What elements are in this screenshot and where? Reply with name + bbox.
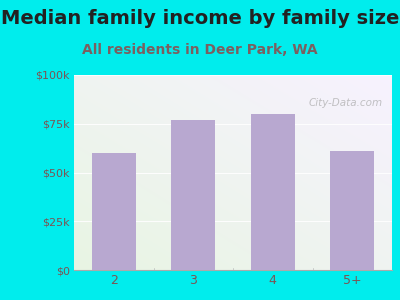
Bar [330, 151, 374, 270]
Text: City-Data.com: City-Data.com [308, 98, 382, 108]
Text: Median family income by family size: Median family income by family size [1, 9, 399, 28]
Bar [251, 114, 295, 270]
Bar [92, 153, 136, 270]
Bar [171, 120, 215, 270]
Text: All residents in Deer Park, WA: All residents in Deer Park, WA [82, 44, 318, 58]
